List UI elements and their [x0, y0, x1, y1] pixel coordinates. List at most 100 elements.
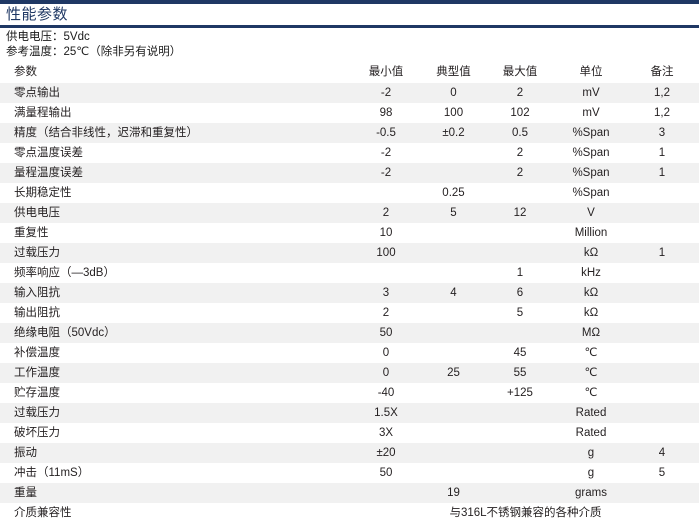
table-row: 绝缘电阻（50Vdc） 50 MΩ [0, 323, 699, 343]
cell-max: 5 [516, 307, 524, 319]
column-header-typ: 典型值 [420, 62, 487, 83]
cell-parameter: 贮存温度 [14, 387, 60, 399]
cell-min: 3 [382, 287, 390, 299]
cell-typ [420, 343, 487, 363]
cell-min: 2 [382, 307, 390, 319]
cell-parameter: 冲击（11mS） [14, 467, 90, 479]
cell-min: -2 [380, 87, 392, 99]
cell-unit: ℃ [584, 387, 598, 399]
section-title-zone: 性能参数 [0, 4, 699, 25]
title-underline-rule [0, 25, 699, 28]
cell-parameter: 重量 [14, 487, 37, 499]
cell-min: 0 [382, 347, 390, 359]
cell-min: 50 [379, 467, 393, 479]
cell-max [487, 223, 553, 243]
table-row: 零点输出 -2 0 2 mV 1,2 [0, 83, 699, 103]
cell-unit: %Span [572, 127, 610, 139]
column-header-note: 备注 [629, 62, 699, 83]
cell-parameter: 过载压力 [14, 247, 60, 259]
cell-typ [420, 303, 487, 323]
cell-note [629, 183, 699, 203]
cell-max: 102 [510, 107, 530, 119]
cell-min: -0.5 [376, 127, 396, 139]
cell-parameter: 精度（结合非线性，迟滞和重复性） [14, 127, 198, 139]
cell-unit: %Span [572, 147, 610, 159]
cell-min: 100 [376, 247, 396, 259]
cell-parameter: 频率响应（—3dB） [14, 267, 115, 279]
cell-unit: Rated [575, 407, 607, 419]
cell-parameter: 长期稳定性 [14, 187, 72, 199]
cell-min [352, 263, 420, 283]
column-header-min: 最小值 [352, 62, 420, 83]
cell-note [629, 343, 699, 363]
cell-parameter: 重复性 [14, 227, 49, 239]
cell-parameter: 过载压力 [14, 407, 60, 419]
cell-note: 5 [658, 467, 666, 479]
cell-parameter: 量程温度误差 [14, 167, 83, 179]
cell-unit: g [587, 467, 595, 479]
table-row: 量程温度误差 -2 2 %Span 1 [0, 163, 699, 183]
table-row: 冲击（11mS） 50 g 5 [0, 463, 699, 483]
page-title: 性能参数 [6, 6, 69, 23]
column-header-parameter: 参数 [0, 62, 352, 83]
cell-typ [420, 403, 487, 423]
cell-max: 2 [516, 167, 524, 179]
cell-parameter: 零点输出 [14, 87, 60, 99]
cell-unit: g [587, 447, 595, 459]
table-row: 零点温度误差 -2 2 %Span 1 [0, 143, 699, 163]
cell-note: 3 [658, 127, 666, 139]
cell-max [487, 243, 553, 263]
table-row: 补偿温度 0 45 ℃ [0, 343, 699, 363]
subnotes-block: 供电电压：5Vdc 参考温度：25℃（除非另有说明） [0, 28, 699, 61]
table-row: 介质兼容性 与316L不锈钢兼容的各种介质 [0, 503, 699, 523]
cell-max: 12 [513, 207, 527, 219]
cell-typ [420, 163, 487, 183]
cell-note [629, 383, 699, 403]
cell-typ: 0.25 [442, 187, 465, 199]
cell-max [487, 483, 553, 503]
subnote-reference-temperature: 参考温度：25℃（除非另有说明） [6, 46, 182, 58]
cell-typ [420, 223, 487, 243]
cell-max [487, 423, 553, 443]
cell-note [629, 323, 699, 343]
cell-min: 1.5X [374, 407, 398, 419]
cell-min: 3X [378, 427, 394, 439]
cell-max: 2 [516, 87, 524, 99]
cell-max: 2 [516, 147, 524, 159]
cell-note [629, 403, 699, 423]
table-row: 贮存温度 -40 +125 ℃ [0, 383, 699, 403]
cell-unit: %Span [572, 187, 610, 199]
cell-unit: ℃ [584, 347, 598, 359]
cell-typ: 19 [447, 487, 460, 499]
cell-note [629, 303, 699, 323]
cell-parameter: 补偿温度 [14, 347, 60, 359]
cell-min: 2 [382, 207, 390, 219]
cell-typ: 5 [450, 207, 457, 219]
cell-note [629, 223, 699, 243]
cell-typ: 0 [450, 87, 457, 99]
cell-unit: MΩ [581, 327, 601, 339]
cell-max: 6 [516, 287, 524, 299]
cell-note: 1,2 [654, 107, 670, 119]
cell-max: 45 [513, 347, 527, 359]
table-header-row: 参数 最小值 典型值 最大值 单位 备注 [0, 62, 699, 83]
cell-parameter: 输出阻抗 [14, 307, 60, 319]
cell-min: -2 [380, 147, 392, 159]
cell-parameter: 零点温度误差 [14, 147, 83, 159]
table-row: 精度（结合非线性，迟滞和重复性） -0.5 ±0.2 0.5 %Span 3 [0, 123, 699, 143]
cell-note: 1 [658, 147, 666, 159]
cell-min [352, 183, 420, 203]
cell-unit: kΩ [583, 307, 599, 319]
cell-unit: kΩ [583, 247, 599, 259]
cell-typ [420, 143, 487, 163]
cell-note [629, 263, 699, 283]
cell-note [629, 363, 699, 383]
cell-unit: kHz [581, 267, 601, 279]
cell-max [487, 323, 553, 343]
cell-parameter: 供电电压 [14, 207, 60, 219]
cell-typ: 100 [443, 107, 464, 119]
table-row: 供电电压 2 5 12 V [0, 203, 699, 223]
cell-typ [420, 263, 487, 283]
cell-unit: mV [582, 107, 600, 119]
cell-min: -40 [377, 387, 395, 399]
